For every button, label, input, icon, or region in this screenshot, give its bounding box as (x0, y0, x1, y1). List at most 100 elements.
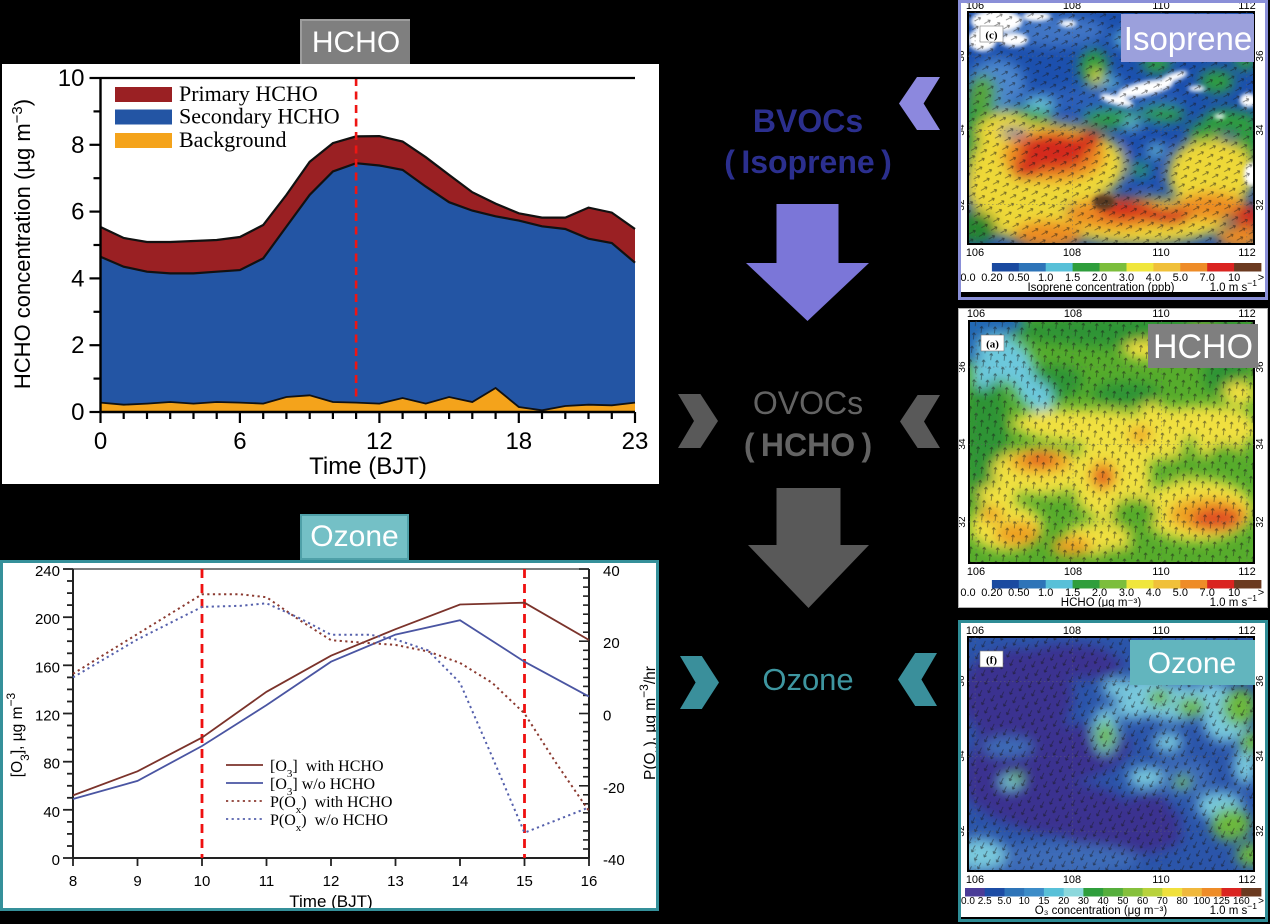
svg-text:36: 36 (1255, 361, 1266, 373)
svg-text:O₃ concentration (μg m⁻³): O₃ concentration (μg m⁻³) (1035, 905, 1168, 917)
svg-text:80: 80 (43, 756, 60, 773)
svg-text:12: 12 (366, 428, 393, 455)
svg-text:30: 30 (1078, 896, 1090, 907)
svg-text:Isoprene: Isoprene (1124, 20, 1252, 57)
svg-text:3.0: 3.0 (1119, 587, 1134, 599)
svg-text:106: 106 (966, 247, 984, 259)
svg-text:10: 10 (1228, 587, 1240, 599)
svg-text:9: 9 (133, 873, 141, 890)
svg-text:160: 160 (35, 659, 60, 676)
svg-text:7.0: 7.0 (1200, 272, 1215, 284)
svg-text:>: > (1258, 272, 1264, 284)
svg-text:108: 108 (1064, 308, 1082, 320)
svg-text:34: 34 (958, 124, 967, 136)
svg-text:40: 40 (603, 563, 620, 580)
svg-text:0.0: 0.0 (960, 587, 975, 599)
svg-text:36: 36 (958, 675, 967, 687)
svg-text:120: 120 (35, 708, 60, 725)
svg-text:16: 16 (581, 873, 598, 890)
svg-text:32: 32 (958, 825, 967, 837)
svg-text:0: 0 (52, 852, 60, 869)
svg-text:0.20: 0.20 (981, 587, 1002, 599)
svg-text:2: 2 (71, 332, 84, 359)
svg-text:36: 36 (1255, 675, 1266, 687)
svg-text:0.0: 0.0 (960, 272, 975, 284)
svg-text:15: 15 (1038, 896, 1050, 907)
svg-text:0.50: 0.50 (1008, 272, 1029, 284)
svg-text:110: 110 (1152, 308, 1170, 320)
svg-text:Secondary HCHO: Secondary HCHO (179, 104, 340, 129)
svg-text:50: 50 (1117, 896, 1129, 907)
svg-text:125: 125 (1213, 896, 1230, 907)
svg-text:3.0: 3.0 (1119, 272, 1134, 284)
svg-text:108: 108 (1064, 566, 1082, 578)
svg-text:6: 6 (71, 199, 84, 226)
svg-text:0: 0 (94, 428, 107, 455)
svg-text:110: 110 (1152, 874, 1170, 886)
svg-text:12: 12 (323, 873, 340, 890)
svg-text:7.0: 7.0 (1200, 587, 1215, 599)
svg-text:110: 110 (1152, 625, 1170, 637)
svg-text:(a): (a) (986, 339, 999, 351)
svg-text:4: 4 (71, 265, 84, 292)
svg-text:1.0 m s−1: 1.0 m s−1 (1210, 278, 1258, 294)
svg-text:0.50: 0.50 (1008, 587, 1029, 599)
svg-text:0: 0 (71, 399, 84, 426)
svg-text:>: > (1258, 896, 1264, 907)
svg-text:Background: Background (179, 127, 287, 152)
svg-text:110: 110 (1152, 566, 1170, 578)
svg-text:106: 106 (966, 625, 984, 637)
svg-text:8: 8 (69, 873, 77, 890)
svg-text:200: 200 (35, 611, 60, 628)
svg-text:112: 112 (1238, 566, 1256, 578)
svg-text:32: 32 (1255, 825, 1266, 837)
svg-text:2.0: 2.0 (1092, 587, 1107, 599)
svg-text:70: 70 (1157, 896, 1169, 907)
svg-text:106: 106 (967, 566, 985, 578)
svg-text:-20: -20 (603, 780, 625, 797)
svg-text:10: 10 (1019, 896, 1031, 907)
svg-text:P(Ox) with HCHO: P(Ox) with HCHO (270, 794, 392, 816)
svg-text:2.0: 2.0 (1092, 272, 1107, 284)
svg-text:10: 10 (1228, 272, 1240, 284)
svg-text:108: 108 (1063, 625, 1081, 637)
svg-text:108: 108 (1063, 247, 1081, 259)
svg-text:15: 15 (516, 873, 533, 890)
svg-text:Isoprene concentration (ppb): Isoprene concentration (ppb) (1027, 282, 1174, 294)
svg-text:8: 8 (71, 132, 84, 159)
svg-text:14: 14 (452, 873, 469, 890)
svg-text:0: 0 (603, 708, 611, 725)
svg-text:36: 36 (958, 50, 967, 62)
svg-text:Ozone: Ozone (1148, 647, 1236, 680)
svg-text:4.0: 4.0 (1146, 587, 1161, 599)
svg-text:32: 32 (958, 199, 967, 211)
svg-text:34: 34 (1255, 438, 1266, 450)
svg-text:34: 34 (958, 438, 968, 450)
svg-text:6: 6 (233, 428, 246, 455)
svg-text:240: 240 (35, 563, 60, 580)
svg-text:36: 36 (958, 361, 968, 373)
svg-text:106: 106 (966, 874, 984, 886)
svg-text:34: 34 (958, 750, 967, 762)
svg-text:106: 106 (967, 308, 985, 320)
svg-text:32: 32 (1255, 516, 1266, 528)
svg-text:-40: -40 (603, 852, 625, 869)
svg-text:1.5: 1.5 (1065, 587, 1080, 599)
svg-text:108: 108 (1063, 874, 1081, 886)
svg-text:112: 112 (1238, 247, 1256, 259)
svg-text:[O3] with HCHO: [O3] with HCHO (270, 758, 384, 780)
svg-text:1.0 m s−1: 1.0 m s−1 (1210, 593, 1258, 608)
svg-text:>: > (1258, 587, 1264, 599)
svg-text:0.20: 0.20 (981, 272, 1002, 284)
svg-text:32: 32 (958, 516, 968, 528)
svg-text:60: 60 (1137, 896, 1149, 907)
svg-text:10: 10 (58, 65, 85, 92)
svg-text:20: 20 (603, 635, 620, 652)
svg-text:112: 112 (1238, 625, 1256, 637)
svg-text:Primary HCHO: Primary HCHO (179, 81, 318, 106)
svg-text:20: 20 (1058, 896, 1070, 907)
svg-text:11: 11 (259, 873, 275, 890)
svg-text:13: 13 (387, 873, 404, 890)
svg-text:5.0: 5.0 (998, 896, 1012, 907)
svg-text:4.0: 4.0 (1146, 272, 1161, 284)
